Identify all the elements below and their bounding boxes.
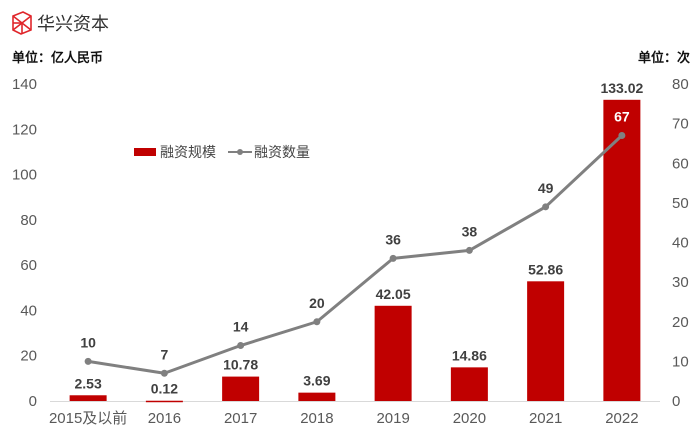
line-point-marker (237, 342, 245, 350)
count-line (87, 134, 623, 375)
bar (298, 392, 336, 401)
legend-line-label: 融资数量 (254, 145, 310, 161)
legend-bar-label: 融资规模 (160, 145, 216, 161)
brand-logo: 华兴资本 (11, 10, 109, 36)
left-axis-tick: 120 (12, 121, 37, 138)
line-value-label: 10 (80, 334, 96, 350)
x-axis-label: 2017 (224, 410, 257, 427)
left-axis-tick: 100 (12, 167, 37, 184)
x-axis-label: 2019 (376, 410, 409, 427)
legend-bar-swatch (134, 148, 156, 156)
bar (222, 376, 260, 401)
bar-value-label: 133.02 (600, 80, 643, 96)
x-axis-label: 2021 (529, 410, 562, 427)
bar-value-label: 52.86 (528, 261, 563, 277)
x-axis-label: 2016 (148, 410, 181, 427)
line-value-label: 14 (233, 319, 249, 335)
line-point-marker (160, 369, 168, 377)
right-axis-tick: 10 (672, 353, 689, 370)
line-value-label: 67 (614, 109, 630, 125)
chart-legend: 融资规模 融资数量 (134, 142, 310, 162)
line-value-label: 38 (462, 223, 478, 239)
bar-value-label: 42.05 (376, 286, 411, 302)
line-value-label: 20 (309, 295, 325, 311)
line-point-marker (542, 203, 550, 211)
right-axis-tick: 0 (672, 393, 680, 410)
line-point-marker (618, 132, 626, 140)
bar (69, 395, 107, 401)
right-axis-tick: 60 (672, 155, 689, 172)
left-axis-tick: 140 (12, 76, 37, 93)
line-point-marker (84, 357, 92, 365)
bar-value-label: 2.53 (75, 375, 102, 391)
right-axis-tick: 20 (672, 314, 689, 331)
bar (603, 99, 641, 401)
left-axis-tick: 80 (20, 212, 37, 229)
line-point-marker (465, 246, 473, 254)
legend-line-swatch (228, 145, 252, 159)
bar (374, 305, 412, 401)
bar (450, 367, 488, 401)
left-axis-tick: 40 (20, 302, 37, 319)
right-axis-tick: 30 (672, 274, 689, 291)
brand-name: 华兴资本 (37, 14, 109, 35)
x-axis-label: 2018 (300, 410, 333, 427)
brand-mark-icon (12, 11, 32, 35)
line-value-label: 49 (538, 180, 554, 196)
right-axis-tick: 70 (672, 116, 689, 133)
bar (527, 281, 565, 401)
left-axis-tick: 0 (29, 393, 37, 410)
right-axis-tick: 50 (672, 195, 689, 212)
bar-value-label: 10.78 (223, 357, 258, 373)
bar-value-label: 14.86 (452, 347, 487, 363)
left-axis-tick: 60 (20, 257, 37, 274)
right-axis-tick: 80 (672, 76, 689, 93)
line-point-marker (389, 254, 397, 262)
line-point-marker (313, 318, 321, 326)
x-axis-label: 2022 (605, 410, 638, 427)
x-axis-label: 2020 (453, 410, 486, 427)
left-axis-tick: 20 (20, 348, 37, 365)
right-axis-tick: 40 (672, 235, 689, 252)
bar-value-label: 3.69 (303, 373, 330, 389)
bar-value-label: 0.12 (151, 381, 178, 397)
left-axis-unit: 单位：亿人民币 (12, 51, 104, 66)
x-axis-label: 2015及以前 (49, 410, 127, 427)
line-value-label: 36 (385, 231, 401, 247)
bar (145, 400, 183, 403)
line-value-label: 7 (160, 346, 168, 362)
right-axis-unit: 单位：次 (637, 51, 690, 66)
